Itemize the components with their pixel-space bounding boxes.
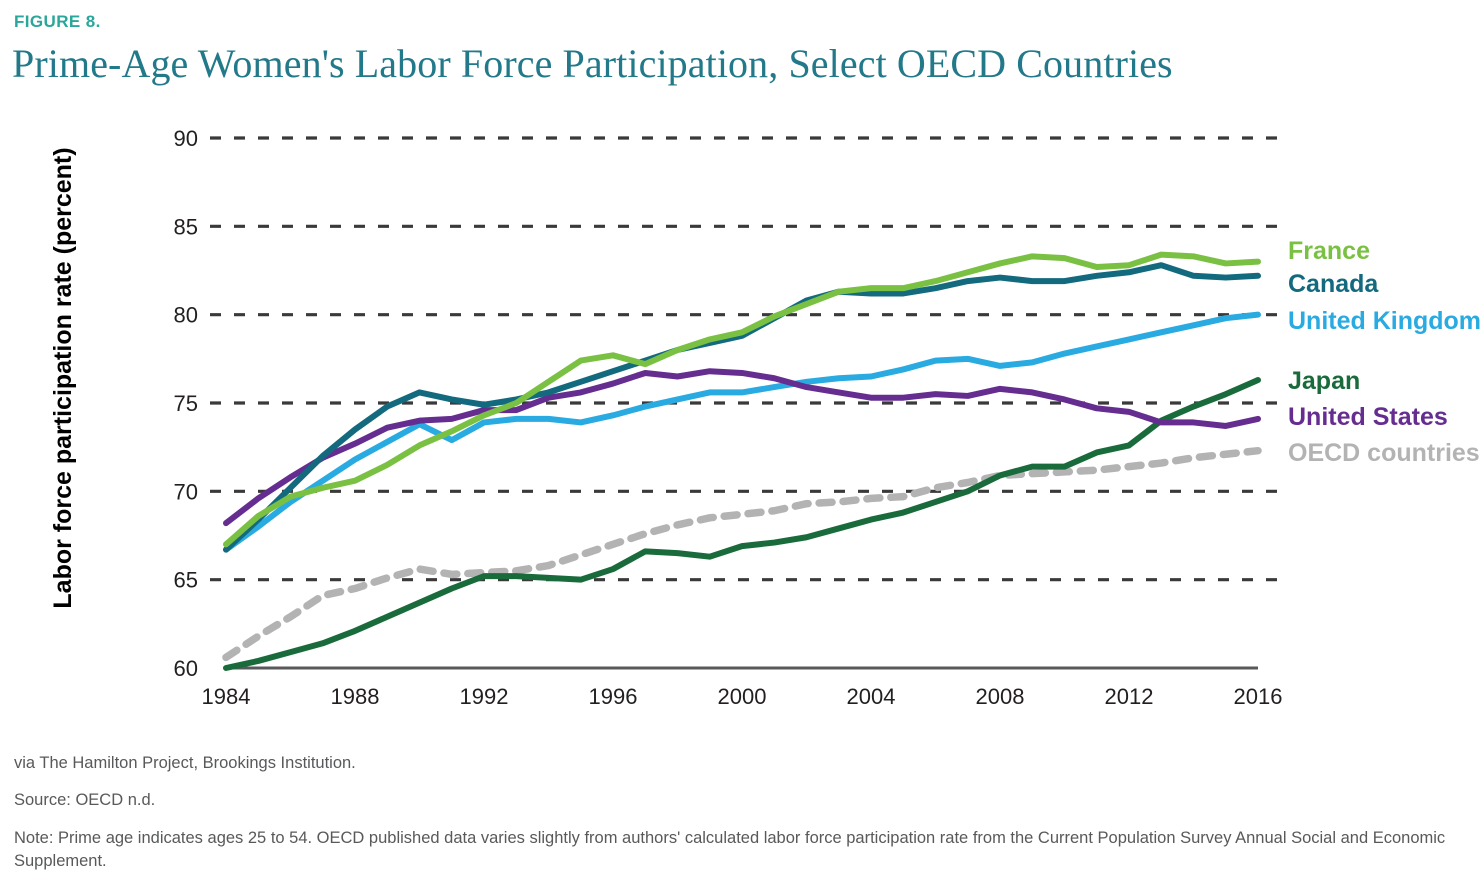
x-tick-label: 2016: [1234, 684, 1283, 709]
y-tick-label: 75: [174, 391, 198, 416]
x-tick-labels-group: 1984 1988 1992 1996 2000 2004 2008 2012 2016: [202, 684, 1283, 709]
series-line-france: [223, 251, 1261, 548]
chart-plot-area: 60 65 70 75 80 85 90 1984 1988 1992 1996 2000 2004 2…: [0, 108, 1480, 728]
legend-label-oecd-countries[interactable]: OECD countries: [1288, 439, 1480, 467]
legend-label-united-states[interactable]: United States: [1288, 403, 1448, 431]
x-tick-label: 2008: [976, 684, 1025, 709]
series-line-united-states: [223, 368, 1261, 527]
line-chart-svg: 60 65 70 75 80 85 90 1984 1988 1992 1996 2000 2004 2…: [174, 126, 1480, 709]
x-tick-label: 2004: [847, 684, 896, 709]
x-tick-label: 1984: [202, 684, 251, 709]
y-tick-label: 60: [174, 656, 198, 681]
legend-label-canada[interactable]: Canada: [1288, 270, 1379, 298]
gridlines-group: [210, 136, 1278, 582]
y-tick-label: 85: [174, 214, 198, 239]
footnote-note: Note: Prime age indicates ages 25 to 54.…: [14, 828, 1446, 871]
x-tick-label: 1996: [589, 684, 638, 709]
series-line-canada: [223, 262, 1261, 553]
chart-legend: France Canada United Kingdom Japan United St…: [1288, 237, 1480, 467]
y-tick-label: 70: [174, 479, 198, 504]
x-tick-label: 2000: [718, 684, 767, 709]
y-tick-label: 80: [174, 303, 198, 328]
figure-number-label: FIGURE 8.: [14, 12, 101, 31]
x-tick-label: 1992: [460, 684, 509, 709]
legend-label-france[interactable]: France: [1288, 237, 1370, 265]
footnote-source: Source: OECD n.d.: [14, 791, 156, 810]
page-title: Prime-Age Women's Labor Force Participat…: [12, 41, 1173, 86]
series-line-united-kingdom: [223, 311, 1261, 553]
footnote-via: via The Hamilton Project, Brookings Inst…: [14, 754, 356, 772]
legend-label-united-kingdom[interactable]: United Kingdom: [1288, 307, 1480, 335]
series-line-japan: [223, 377, 1261, 671]
x-tick-label: 2012: [1105, 684, 1154, 709]
footnotes-block: via The Hamilton Project, Brookings Inst…: [14, 752, 1464, 874]
y-tick-labels-group: 60 65 70 75 80 85 90: [174, 126, 198, 681]
data-series-group: [222, 251, 1262, 671]
y-tick-label: 65: [174, 568, 198, 593]
legend-label-japan[interactable]: Japan: [1288, 367, 1360, 395]
series-line-oecd-countries: [222, 446, 1262, 662]
y-tick-label: 90: [174, 126, 198, 151]
x-tick-label: 1988: [331, 684, 380, 709]
